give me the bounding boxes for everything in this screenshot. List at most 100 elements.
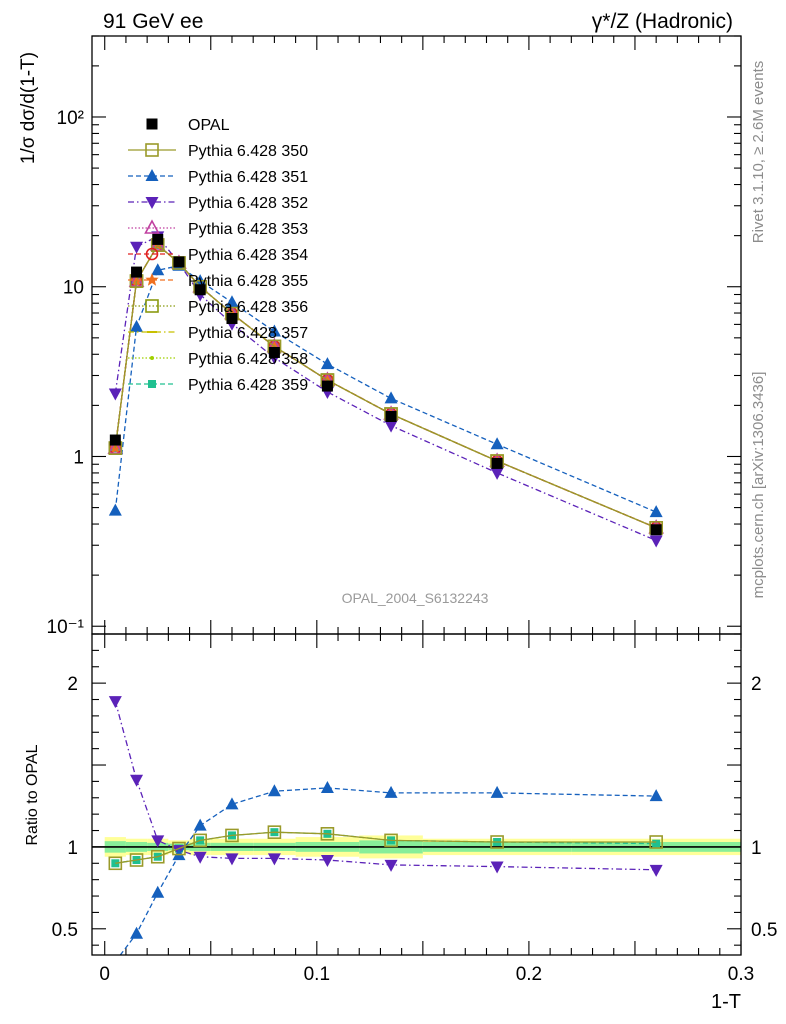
main-y-axis-label: 1/σ dσ/d(1-T): [18, 52, 39, 164]
ratio-point-p352: [108, 696, 122, 709]
main-point-p353: [107, 439, 124, 454]
main-point-p351: [384, 391, 398, 404]
main-point-p351: [225, 295, 239, 308]
main-point-p351: [130, 319, 144, 332]
ratio-point-p351: [320, 780, 334, 793]
main-point-p351: [267, 324, 281, 337]
ratio-point-p350: [108, 856, 123, 871]
ratio-point-p351: [151, 885, 165, 898]
main-y-tick-label: 10: [63, 278, 84, 299]
ratio-point-p351: [649, 789, 663, 802]
ratio-point-p352: [649, 864, 663, 877]
ratio-y-tick-label: 0.5: [52, 920, 78, 941]
main-point-opal: [650, 524, 662, 536]
legend-label-p355: Pythia 6.428 355: [188, 273, 308, 290]
legend-marker-p350: [145, 143, 159, 157]
main-point-p352: [384, 420, 398, 433]
legend-marker-p358: [150, 356, 154, 360]
main-point-opal: [152, 233, 164, 245]
ratio-line-p351: [119, 787, 657, 955]
main-y-tick-label: 1: [73, 447, 84, 468]
ratio-point-p350: [172, 841, 186, 856]
ratio-y-tick-label-right: 2: [751, 674, 762, 695]
x-tick-label: 0.2: [516, 964, 542, 985]
legend-marker-p354: [145, 247, 159, 261]
legend-label-p352: Pythia 6.428 352: [188, 195, 308, 212]
main-point-p352: [130, 241, 144, 254]
ratio-point-p350: [225, 828, 239, 843]
legend-label-p358: Pythia 6.428 358: [188, 351, 308, 368]
main-y-tick-label: 10²: [57, 108, 84, 129]
legend-marker-opal: [146, 118, 158, 130]
main-point-opal: [109, 434, 121, 446]
ratio-point-p351: [384, 785, 398, 798]
ratio-y-tick-label-right: 0.5: [751, 920, 777, 941]
ratio-point-p352: [320, 855, 334, 868]
main-point-opal: [226, 312, 238, 324]
rivet-version-label: Rivet 3.1.10, ≥ 2.6M events: [750, 61, 767, 244]
ratio-point-p359: [652, 839, 661, 848]
ratio-point-p352: [490, 861, 504, 874]
ratio-point-p352: [225, 853, 239, 866]
ratio-point-p351: [267, 784, 281, 797]
ratio-point-p350: [320, 827, 335, 841]
ratio-point-p352: [130, 774, 144, 787]
legend-marker-p351: [145, 169, 159, 181]
legend-label-p353: Pythia 6.428 353: [188, 221, 308, 238]
ratio-point-p350: [384, 833, 398, 848]
ratio-series-group: [108, 696, 663, 955]
ratio-point-p352: [384, 859, 398, 872]
legend-label-p356: Pythia 6.428 356: [188, 299, 308, 316]
legend-marker-p353: [144, 219, 160, 234]
main-point-opal: [173, 256, 185, 268]
main-point-opal: [194, 284, 206, 296]
main-point-p351: [108, 503, 122, 516]
main-point-p351: [649, 505, 663, 518]
legend-label-p357: Pythia 6.428 357: [188, 325, 308, 342]
legend: OPAL Pythia 6.428 350 Pythia 6.428 351 Pyth…: [128, 117, 308, 394]
main-series-group: [107, 231, 665, 548]
ratio-point-p350: [267, 825, 282, 839]
x-axis-label: 1-T: [711, 991, 741, 1013]
ratio-point-p352: [151, 835, 165, 848]
legend-label-p354: Pythia 6.428 354: [188, 247, 308, 264]
header-left: 91 GeV ee: [103, 10, 203, 33]
analysis-watermark: OPAL_2004_S6132243: [342, 590, 489, 606]
ratio-line-p350: [115, 831, 657, 864]
main-point-opal: [131, 266, 143, 278]
main-point-opal: [491, 457, 503, 469]
legend-label-opal: OPAL: [188, 117, 230, 134]
main-point-opal: [321, 380, 333, 392]
main-point-p351: [490, 437, 504, 450]
mcplots-label: mcplots.cern.ch [arXiv:1306.3436]: [750, 372, 767, 599]
header-right: γ*/Z (Hadronic): [592, 10, 733, 33]
main-y-tick-label: 10⁻¹: [47, 617, 85, 638]
main-point-p352: [490, 467, 504, 480]
main-axis-ticks: 10⁻¹ 1 10 10²: [47, 35, 742, 638]
ratio-y-tick-label: 2: [67, 674, 78, 695]
x-tick-label: 0.1: [304, 964, 330, 985]
legend-marker-p355: [145, 273, 159, 286]
ratio-point-p350: [150, 849, 165, 864]
legend-marker-p359: [148, 380, 156, 388]
ratio-y-tick-label-right: 1: [751, 838, 762, 859]
main-point-p351: [151, 263, 165, 276]
legend-label-p350: Pythia 6.428 350: [188, 143, 308, 160]
ratio-point-p352: [267, 853, 281, 866]
ratio-point-p350: [649, 835, 663, 849]
ratio-point-p350: [129, 853, 144, 867]
main-point-p352: [108, 388, 122, 401]
main-point-opal: [385, 411, 397, 423]
ratio-plot-frame: [91, 633, 742, 956]
ratio-line-p352: [114, 700, 657, 871]
x-tick-label: 0: [99, 964, 110, 985]
ratio-point-p351: [490, 785, 504, 798]
legend-label-p351: Pythia 6.428 351: [188, 169, 308, 186]
main-point-p352: [649, 535, 663, 548]
legend-marker-p356: [145, 299, 159, 313]
ratio-point-p351: [225, 797, 239, 810]
x-tick-label: 0.3: [728, 964, 754, 985]
ratio-point-p351: [130, 926, 144, 939]
main-point-p351: [320, 357, 334, 370]
